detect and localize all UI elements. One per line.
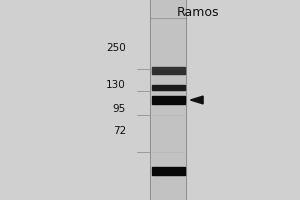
Text: 72: 72 [113,126,126,136]
Text: 250: 250 [106,43,126,53]
Text: Ramos: Ramos [177,6,219,19]
Text: 130: 130 [106,80,126,90]
Bar [152,96,184,104]
Text: 95: 95 [113,104,126,114]
Bar [152,70,184,74]
Bar [150,0,186,200]
Bar [152,84,184,90]
Bar [152,167,184,175]
Polygon shape [190,96,203,104]
Bar [152,67,184,70]
